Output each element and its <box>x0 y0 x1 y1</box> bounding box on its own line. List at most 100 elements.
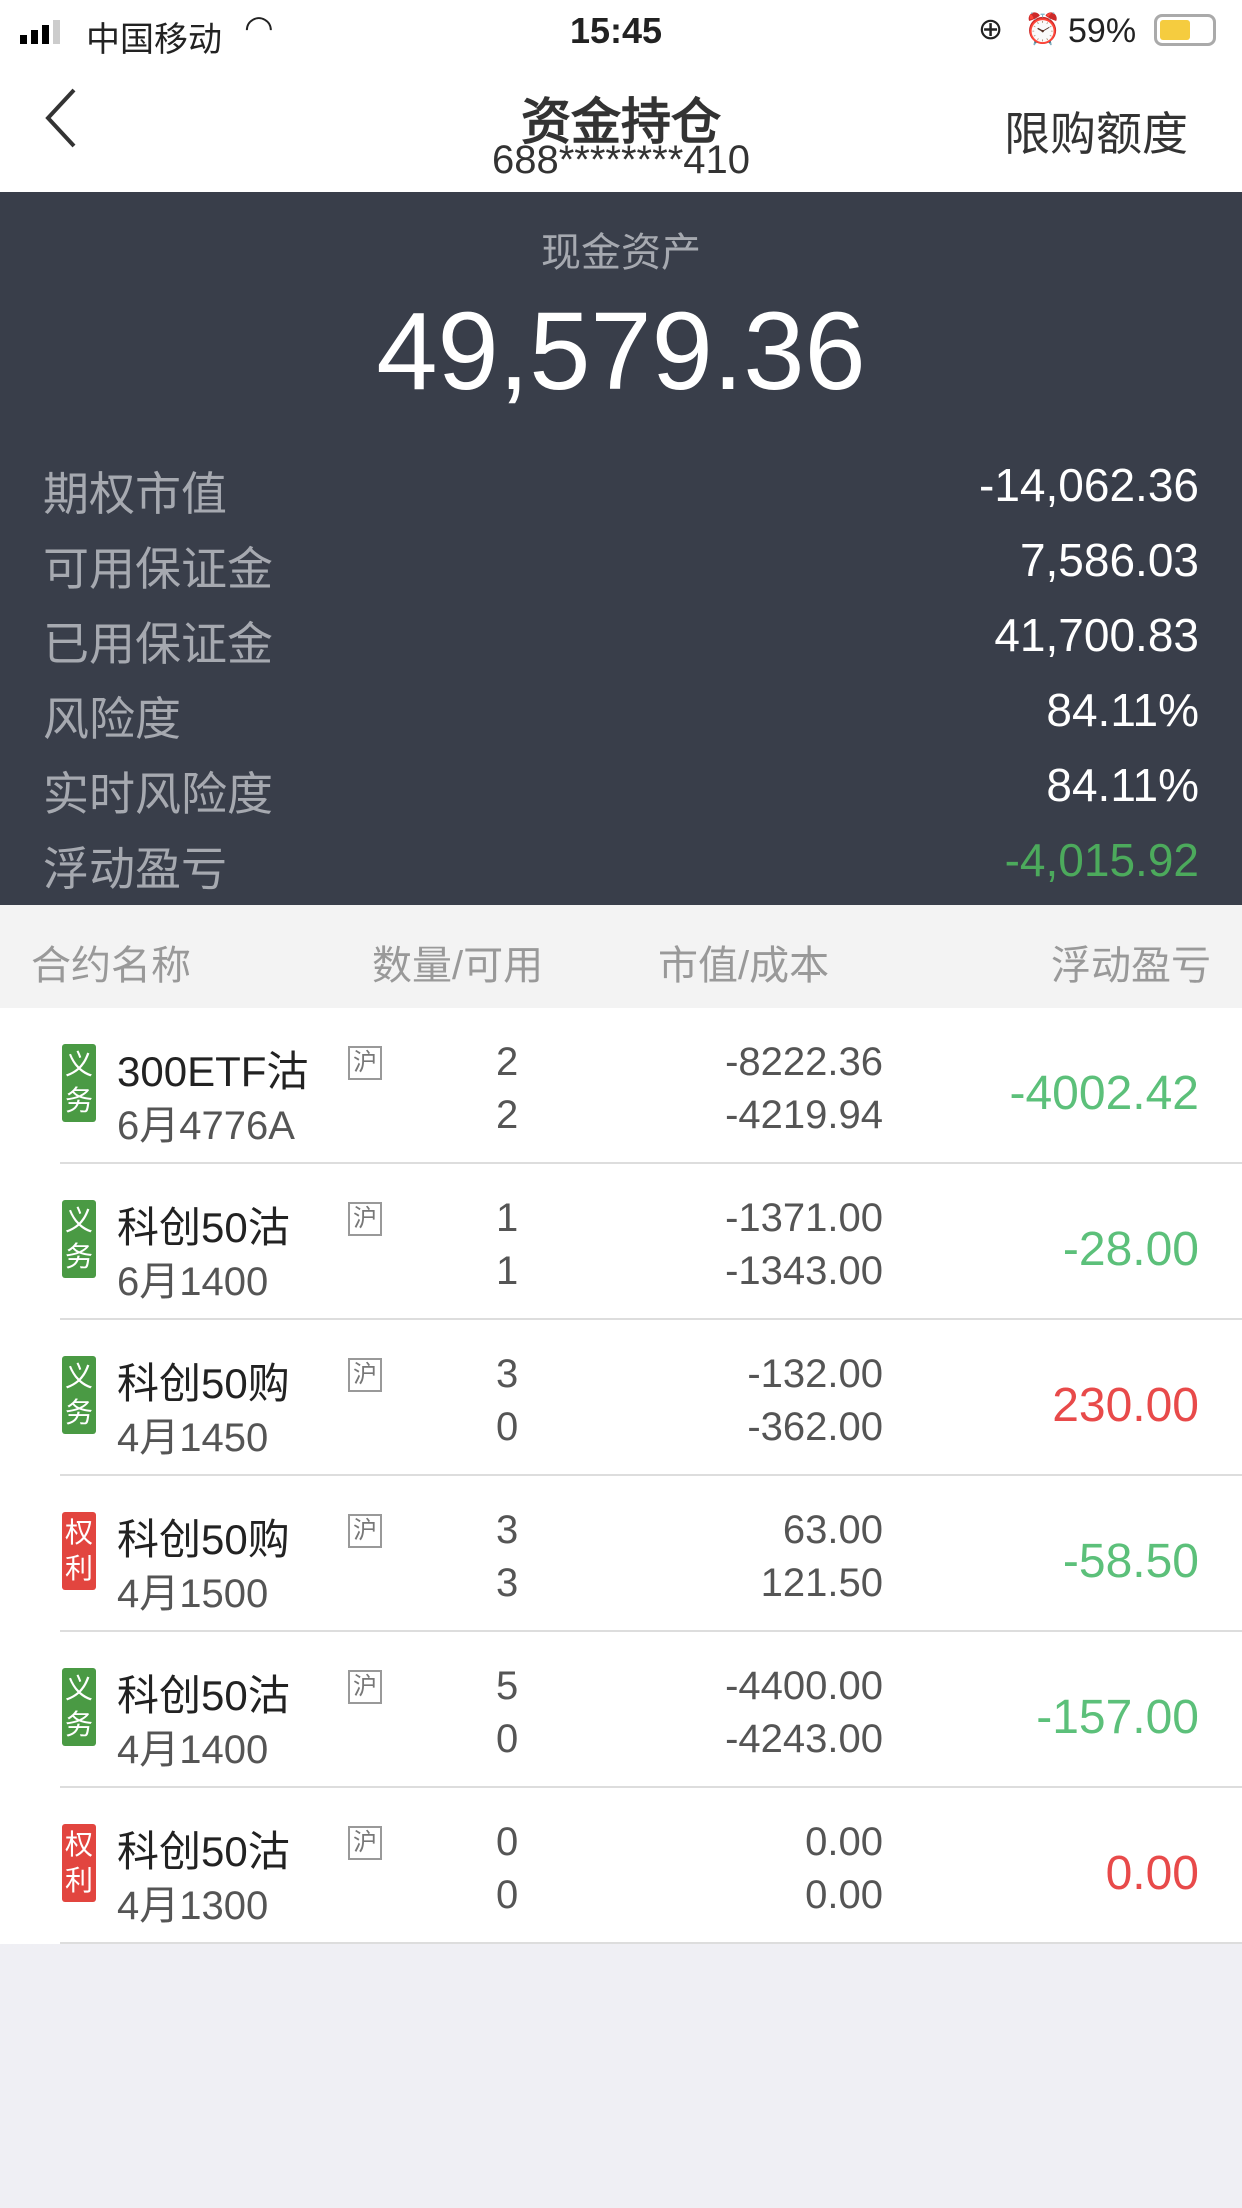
table-row[interactable]: 权利 科创50购 4月1500 沪 3 3 63.00 121.50 -58.5… <box>60 1476 1242 1632</box>
floating-pnl: -28.00 <box>1062 1223 1199 1276</box>
market-value: -1371.00 <box>725 1196 883 1240</box>
market-value: -8222.36 <box>725 1040 883 1084</box>
summary-row: 已用保证金 41,700.83 <box>0 608 1242 678</box>
back-button[interactable] <box>40 86 90 156</box>
floating-pnl: -157.00 <box>1036 1691 1199 1744</box>
summary-row: 浮动盈亏 -4,015.92 <box>0 833 1242 903</box>
quantity: 2 <box>496 1040 519 1084</box>
contract-name: 科创50沽 <box>117 1204 290 1251</box>
cost: -4243.00 <box>725 1717 883 1761</box>
cost: 0.00 <box>805 1873 883 1917</box>
battery-percent: 59% <box>1068 12 1137 50</box>
summary-label: 期权市值 <box>43 468 227 520</box>
summary-value: -14,062.36 <box>979 459 1199 511</box>
quantity: 3 <box>496 1352 519 1396</box>
contract-code: 6月4776A <box>117 1104 295 1148</box>
page-title: 资金持仓 <box>521 94 721 150</box>
available: 0 <box>496 1873 519 1917</box>
floating-pnl: -4002.42 <box>1009 1067 1200 1120</box>
position-type-badge: 权利 <box>62 1824 96 1902</box>
summary-row: 风险度 84.11% <box>0 683 1242 753</box>
contract-code: 4月1450 <box>117 1416 269 1460</box>
available: 0 <box>496 1717 519 1761</box>
position-type-badge: 权利 <box>62 1512 96 1590</box>
table-header: 合约名称 数量/可用 市值/成本 浮动盈亏 <box>0 905 1242 1008</box>
market-value: 63.00 <box>782 1508 883 1552</box>
contract-name: 科创50购 <box>117 1360 290 1407</box>
col-qty: 数量/可用 <box>372 944 544 988</box>
position-type-badge: 义务 <box>62 1044 96 1122</box>
col-contract: 合约名称 <box>31 944 191 988</box>
summary-label: 已用保证金 <box>43 618 273 670</box>
cost: -362.00 <box>747 1405 883 1449</box>
contract-code: 6月1400 <box>117 1260 269 1304</box>
cash-label: 现金资产 <box>541 231 701 275</box>
summary-value: 7,586.03 <box>1019 534 1199 586</box>
rotation-lock-icon: ⊕ <box>978 13 1004 46</box>
summary-label: 实时风险度 <box>43 768 273 820</box>
summary-value: 41,700.83 <box>994 609 1199 661</box>
market-value: -132.00 <box>747 1352 883 1396</box>
table-row[interactable]: 权利 科创50沽 4月1300 沪 0 0 0.00 0.00 0.00 <box>60 1788 1242 1944</box>
summary-row: 可用保证金 7,586.03 <box>0 533 1242 603</box>
quantity: 5 <box>496 1664 519 1708</box>
col-value: 市值/成本 <box>658 944 830 988</box>
contract-code: 4月1500 <box>117 1572 269 1616</box>
floating-pnl: -58.50 <box>1062 1535 1199 1588</box>
chevron-left-icon <box>45 88 76 148</box>
summary-row: 实时风险度 84.11% <box>0 758 1242 828</box>
cost: -1343.00 <box>725 1249 883 1293</box>
available: 1 <box>496 1249 519 1293</box>
summary-panel: 现金资产 49,579.36 期权市值 -14,062.36 可用保证金 7,586… <box>0 192 1242 905</box>
quantity: 0 <box>496 1820 519 1864</box>
quantity: 3 <box>496 1508 519 1552</box>
floating-pnl: 230.00 <box>1052 1379 1199 1432</box>
col-pnl: 浮动盈亏 <box>1051 944 1211 988</box>
contract-name: 科创50沽 <box>117 1828 290 1875</box>
position-type-badge: 义务 <box>62 1356 96 1434</box>
contract-code: 4月1400 <box>117 1728 269 1772</box>
exchange-badge: 沪 <box>348 1046 382 1080</box>
summary-label: 可用保证金 <box>43 543 273 595</box>
contract-name: 科创50沽 <box>117 1672 290 1719</box>
status-bar: 中国移动 ◠ 15:45 ⊕ ⏰ 59% <box>0 0 1242 62</box>
summary-label: 浮动盈亏 <box>43 843 227 895</box>
table-row[interactable]: 义务 科创50购 4月1450 沪 3 0 -132.00 -362.00 23… <box>60 1320 1242 1476</box>
cost: 121.50 <box>760 1561 883 1605</box>
clock: 15:45 <box>570 10 663 51</box>
summary-value: 84.11% <box>1046 684 1199 736</box>
summary-value: -4,015.92 <box>1004 834 1199 886</box>
available: 2 <box>496 1093 519 1137</box>
alarm-icon: ⏰ <box>1024 13 1062 46</box>
exchange-badge: 沪 <box>348 1358 382 1392</box>
available: 0 <box>496 1405 519 1449</box>
position-type-badge: 义务 <box>62 1200 96 1278</box>
nav-bar: 资金持仓 688********410 限购额度 <box>0 62 1242 192</box>
contract-name: 300ETF沽 <box>117 1048 309 1095</box>
positions-list: 义务 300ETF沽 6月4776A 沪 2 2 -8222.36 -4219.… <box>0 1008 1242 1944</box>
floating-pnl: 0.00 <box>1105 1847 1199 1900</box>
table-row[interactable]: 义务 300ETF沽 6月4776A 沪 2 2 -8222.36 -4219.… <box>60 1008 1242 1164</box>
summary-row: 期权市值 -14,062.36 <box>0 458 1242 528</box>
cost: -4219.94 <box>725 1093 883 1137</box>
exchange-badge: 沪 <box>348 1202 382 1236</box>
account-number: 688********410 <box>491 138 750 182</box>
summary-value: 84.11% <box>1046 759 1199 811</box>
table-row[interactable]: 义务 科创50沽 6月1400 沪 1 1 -1371.00 -1343.00 … <box>60 1164 1242 1320</box>
battery-icon <box>1154 14 1216 46</box>
market-value: -4400.00 <box>725 1664 883 1708</box>
available: 3 <box>496 1561 519 1605</box>
wifi-icon: ◠ <box>244 9 274 47</box>
table-row[interactable]: 义务 科创50沽 4月1400 沪 5 0 -4400.00 -4243.00 … <box>60 1632 1242 1788</box>
market-value: 0.00 <box>805 1820 883 1864</box>
purchase-limit-button[interactable]: 限购额度 <box>1004 108 1188 160</box>
exchange-badge: 沪 <box>348 1670 382 1704</box>
summary-label: 风险度 <box>43 693 181 745</box>
contract-name: 科创50购 <box>117 1516 290 1563</box>
position-type-badge: 义务 <box>62 1668 96 1746</box>
quantity: 1 <box>496 1196 519 1240</box>
exchange-badge: 沪 <box>348 1826 382 1860</box>
cash-value: 49,579.36 <box>376 290 866 413</box>
exchange-badge: 沪 <box>348 1514 382 1548</box>
signal-icon <box>20 20 60 44</box>
